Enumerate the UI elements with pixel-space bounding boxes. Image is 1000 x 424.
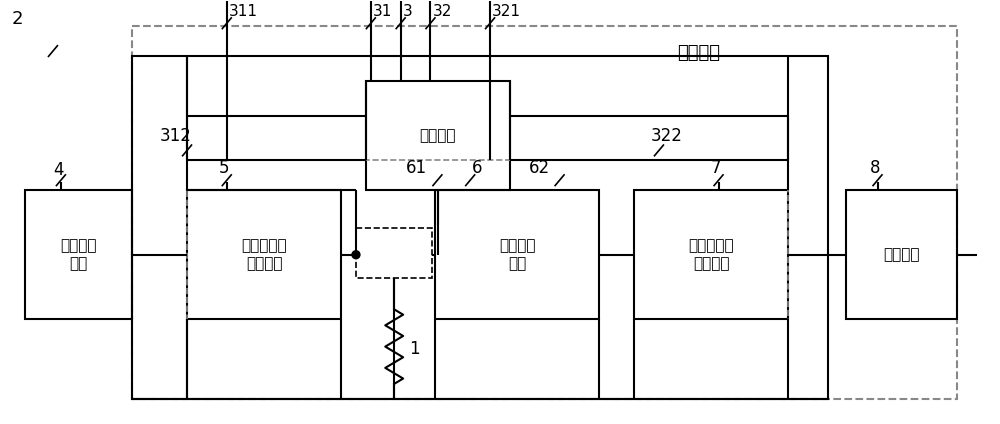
Text: 隔离电源: 隔离电源 xyxy=(420,128,456,143)
Text: 测量电路: 测量电路 xyxy=(677,44,720,62)
Circle shape xyxy=(352,251,360,259)
Text: 2: 2 xyxy=(11,10,23,28)
Text: 3: 3 xyxy=(403,4,412,19)
Text: 第一电流源
发生电路: 第一电流源 发生电路 xyxy=(241,239,287,271)
Text: 第二电流源
发生电路: 第二电流源 发生电路 xyxy=(688,239,734,271)
Bar xyxy=(132,26,957,399)
Text: 311: 311 xyxy=(229,4,258,19)
Text: 312: 312 xyxy=(159,128,191,145)
Bar xyxy=(435,190,599,319)
Bar xyxy=(634,190,788,319)
Text: 光耦隔离
电路: 光耦隔离 电路 xyxy=(499,239,536,271)
Bar xyxy=(132,56,828,399)
Bar xyxy=(356,228,432,278)
Text: 基准电源
电路: 基准电源 电路 xyxy=(61,239,97,271)
Bar xyxy=(187,160,788,399)
Text: 4: 4 xyxy=(53,161,63,179)
Bar xyxy=(187,190,341,319)
Text: 62: 62 xyxy=(529,159,550,177)
Text: 5: 5 xyxy=(219,159,229,177)
Text: 31: 31 xyxy=(373,4,392,19)
Text: 322: 322 xyxy=(651,128,683,145)
Bar xyxy=(25,190,132,319)
Text: 7: 7 xyxy=(711,159,721,177)
Bar xyxy=(846,190,957,319)
Text: 8: 8 xyxy=(870,159,880,177)
Text: 1: 1 xyxy=(409,340,420,358)
Text: 采样电路: 采样电路 xyxy=(883,247,920,262)
Text: 61: 61 xyxy=(406,159,427,177)
Bar xyxy=(366,81,510,190)
Text: 32: 32 xyxy=(432,4,452,19)
Text: 6: 6 xyxy=(472,159,483,177)
Text: 321: 321 xyxy=(492,4,521,19)
